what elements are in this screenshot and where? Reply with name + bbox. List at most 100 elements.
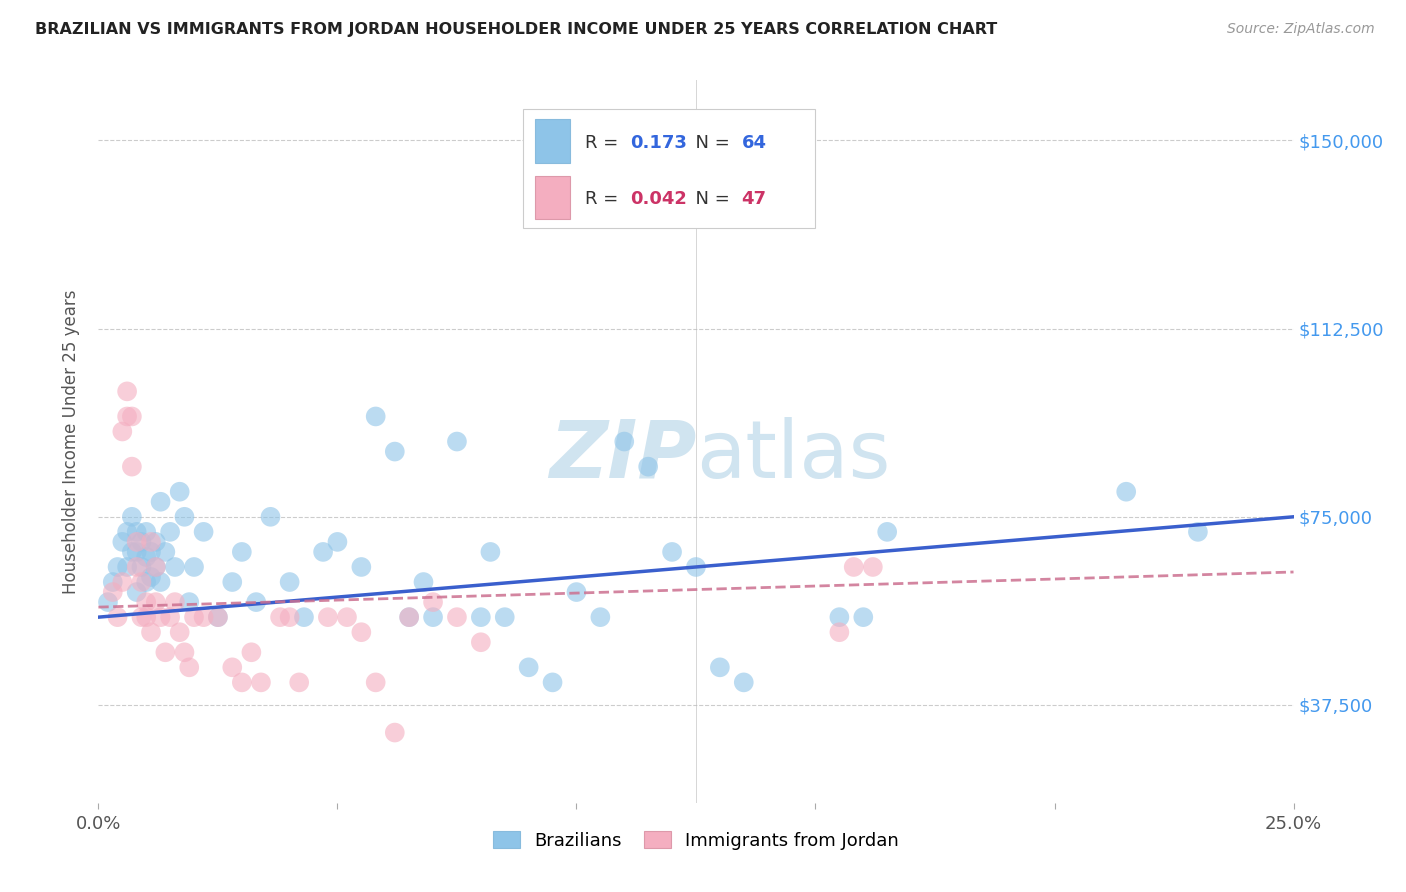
Point xyxy=(135,549,157,564)
Text: 64: 64 xyxy=(741,134,766,152)
Point xyxy=(470,610,492,624)
Point xyxy=(131,574,153,589)
Point xyxy=(446,434,468,449)
Point xyxy=(169,484,191,499)
Point xyxy=(155,545,177,559)
Point xyxy=(278,610,301,624)
Point xyxy=(179,660,201,674)
Point xyxy=(350,560,373,574)
Point xyxy=(1115,484,1137,499)
Point xyxy=(541,675,564,690)
Point xyxy=(135,524,157,539)
Point xyxy=(101,585,124,599)
Point xyxy=(125,545,148,559)
Point xyxy=(312,545,335,559)
Point xyxy=(125,524,148,539)
Point xyxy=(231,675,253,690)
Point xyxy=(155,645,177,659)
Point xyxy=(121,459,143,474)
Point xyxy=(852,610,875,624)
Point xyxy=(565,585,588,599)
Text: BRAZILIAN VS IMMIGRANTS FROM JORDAN HOUSEHOLDER INCOME UNDER 25 YEARS CORRELATIO: BRAZILIAN VS IMMIGRANTS FROM JORDAN HOUS… xyxy=(35,22,997,37)
Point xyxy=(139,545,162,559)
Text: R =: R = xyxy=(585,190,624,208)
Point xyxy=(828,625,851,640)
Point xyxy=(384,444,406,458)
Point xyxy=(139,570,162,584)
Point xyxy=(145,560,167,574)
Point xyxy=(398,610,420,624)
Point xyxy=(163,595,186,609)
Point xyxy=(193,524,215,539)
Point xyxy=(828,610,851,624)
Point xyxy=(145,560,167,574)
Point xyxy=(288,675,311,690)
Point xyxy=(494,610,516,624)
Point xyxy=(101,574,124,589)
Point xyxy=(139,534,162,549)
Point xyxy=(1187,524,1209,539)
Point xyxy=(115,384,138,399)
Text: 0.042: 0.042 xyxy=(630,190,688,208)
Point xyxy=(135,574,157,589)
Point xyxy=(336,610,359,624)
Point xyxy=(115,560,138,574)
Point xyxy=(250,675,273,690)
Point xyxy=(517,660,540,674)
Point xyxy=(173,509,195,524)
Text: ZIP: ZIP xyxy=(548,417,696,495)
Point xyxy=(733,675,755,690)
Point xyxy=(316,610,339,624)
Point xyxy=(221,660,243,674)
Point xyxy=(364,409,387,424)
Legend: Brazilians, Immigrants from Jordan: Brazilians, Immigrants from Jordan xyxy=(488,826,904,855)
Point xyxy=(422,595,444,609)
Point xyxy=(479,545,502,559)
Point xyxy=(111,534,134,549)
Point xyxy=(139,625,162,640)
Point xyxy=(842,560,865,574)
Point xyxy=(179,595,201,609)
Point xyxy=(412,574,434,589)
Point xyxy=(111,574,134,589)
Point xyxy=(193,610,215,624)
Point xyxy=(661,545,683,559)
Point xyxy=(245,595,267,609)
Point xyxy=(685,560,707,574)
Point xyxy=(159,524,181,539)
Point xyxy=(135,610,157,624)
Point xyxy=(183,560,205,574)
Text: N =: N = xyxy=(685,134,735,152)
Text: R =: R = xyxy=(585,134,624,152)
Point xyxy=(145,595,167,609)
Point xyxy=(207,610,229,624)
Text: atlas: atlas xyxy=(696,417,890,495)
Point xyxy=(115,409,138,424)
Point xyxy=(183,610,205,624)
Point xyxy=(350,625,373,640)
Point xyxy=(97,595,120,609)
Point xyxy=(125,560,148,574)
Point xyxy=(131,560,153,574)
Point xyxy=(149,610,172,624)
Point xyxy=(398,610,420,624)
Point xyxy=(589,610,612,624)
Point xyxy=(149,494,172,508)
Point xyxy=(470,635,492,649)
Point xyxy=(173,645,195,659)
Point xyxy=(422,610,444,624)
Point xyxy=(121,545,143,559)
Point xyxy=(135,595,157,609)
Point xyxy=(384,725,406,739)
Point xyxy=(125,534,148,549)
Point xyxy=(145,534,167,549)
FancyBboxPatch shape xyxy=(523,109,815,228)
Point xyxy=(125,585,148,599)
Text: N =: N = xyxy=(685,190,735,208)
Text: Source: ZipAtlas.com: Source: ZipAtlas.com xyxy=(1227,22,1375,37)
Point xyxy=(169,625,191,640)
Point xyxy=(149,574,172,589)
FancyBboxPatch shape xyxy=(534,176,571,219)
Point xyxy=(107,560,129,574)
Text: 47: 47 xyxy=(741,190,766,208)
